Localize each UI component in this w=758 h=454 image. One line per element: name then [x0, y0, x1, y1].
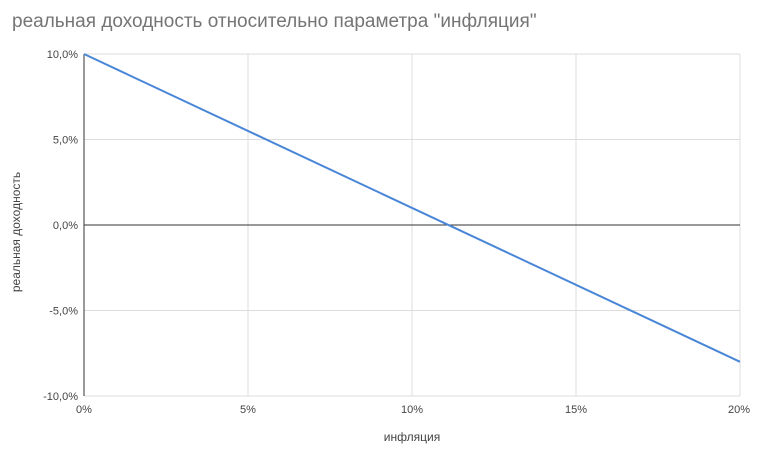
- x-tick-label: 20%: [728, 404, 750, 416]
- y-tick-label: -5,0%: [49, 306, 78, 318]
- y-tick-label: 0,0%: [53, 220, 78, 232]
- x-tick-labels: 0% 5% 10% 15% 20%: [76, 404, 750, 416]
- x-axis-title: инфляция: [384, 430, 441, 444]
- y-tick-label: -10,0%: [43, 391, 78, 403]
- series-line: [83, 53, 741, 363]
- y-tick-label: 5,0%: [53, 135, 78, 147]
- x-tick-label: 15%: [565, 404, 587, 416]
- y-tick-label: 10,0%: [47, 49, 78, 61]
- x-tick-label: 5%: [240, 404, 256, 416]
- y-axis-title: реальная доходность: [9, 172, 23, 292]
- x-tick-label: 10%: [401, 404, 423, 416]
- y-tick-labels: 10,0% 5,0% 0,0% -5,0% -10,0%: [43, 49, 78, 403]
- chart-title: реальная доходность относительно парамет…: [12, 11, 537, 32]
- series-layer: [83, 53, 741, 363]
- axes: [83, 54, 740, 396]
- x-tick-label: 0%: [76, 404, 92, 416]
